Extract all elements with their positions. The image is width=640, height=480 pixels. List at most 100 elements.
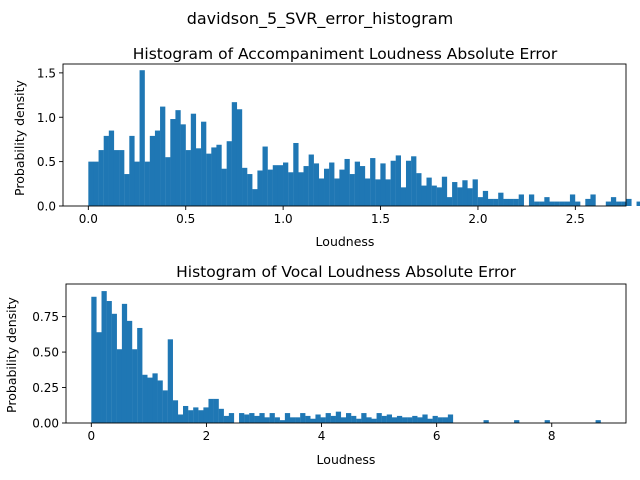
accompaniment-histogram-bar <box>277 165 284 206</box>
accompaniment-histogram-bar <box>149 135 156 206</box>
vocal-histogram-yticks: 0.00 0.25 0.50 0.75 <box>32 310 66 431</box>
accompaniment-histogram-bar <box>247 174 253 206</box>
accompaniment-histogram-bar <box>324 168 330 206</box>
accompaniment-histogram-bar <box>349 174 355 206</box>
vocal-histogram-bar <box>167 339 173 423</box>
accompaniment-histogram-bar <box>421 185 427 206</box>
vocal-histogram-bar <box>116 349 123 423</box>
vocal-histogram-bar <box>157 380 163 423</box>
accompaniment-histogram-bar <box>144 161 150 207</box>
accompaniment-histogram-bar <box>226 141 232 206</box>
accompaniment-histogram-bar <box>416 173 422 206</box>
accompaniment-histogram-xtick-label: 2.5 <box>566 212 585 226</box>
accompaniment-histogram-bar <box>467 188 473 206</box>
accompaniment-histogram-bar <box>354 161 361 207</box>
vocal-histogram-bar <box>386 414 392 423</box>
vocal-histogram-bar <box>295 417 301 423</box>
vocal-histogram-bar <box>376 413 382 423</box>
accompaniment-histogram-bar <box>329 162 335 206</box>
accompaniment-histogram-bar <box>482 190 489 206</box>
accompaniment-histogram-ylabel: Probability density <box>12 79 27 195</box>
figure-suptitle: davidson_5_SVR_error_histogram <box>187 9 454 29</box>
vocal-histogram-xticks: 0 2 4 6 8 <box>88 423 556 443</box>
accompaniment-histogram-xtick-label: 0.0 <box>79 212 98 226</box>
accompaniment-histogram-bar <box>119 150 125 206</box>
vocal-histogram-bar <box>315 414 321 423</box>
vocal-histogram-bar <box>422 414 428 423</box>
vocal-histogram-bar <box>162 390 168 423</box>
accompaniment-histogram-bar <box>236 109 243 206</box>
accompaniment-histogram-ytick-label: 1.5 <box>37 66 56 80</box>
vocal-histogram-bar <box>274 417 280 423</box>
accompaniment-histogram-bar <box>610 197 617 207</box>
accompaniment-histogram-bar <box>93 161 99 207</box>
accompaniment-histogram-bar <box>462 180 468 206</box>
vocal-histogram-bar <box>208 398 214 423</box>
accompaniment-histogram-bar <box>175 110 181 206</box>
vocal-histogram-axes: Histogram of Vocal Loudness Absolute Err… <box>4 263 627 467</box>
accompaniment-histogram-bar <box>160 106 166 206</box>
accompaniment-histogram-bar <box>508 198 514 206</box>
accompaniment-histogram-bar <box>380 163 386 206</box>
accompaniment-histogram-bar <box>206 153 212 206</box>
accompaniment-histogram-bar <box>344 158 350 206</box>
vocal-histogram-xtick-label: 6 <box>433 429 441 443</box>
vocal-histogram-bar <box>121 303 128 423</box>
accompaniment-histogram-bar <box>503 198 509 206</box>
accompaniment-histogram-bar <box>257 170 263 206</box>
accompaniment-histogram-bar <box>528 194 535 206</box>
vocal-histogram-bar <box>371 418 377 423</box>
accompaniment-histogram-bar <box>129 135 135 206</box>
accompaniment-histogram-bar <box>636 201 640 206</box>
vocal-histogram-bar <box>249 413 255 423</box>
vocal-histogram-bar <box>320 417 326 423</box>
accompaniment-histogram-bar <box>426 177 432 206</box>
vocal-histogram-bar <box>396 415 403 423</box>
accompaniment-histogram-bar <box>375 179 381 207</box>
vocal-histogram-bar <box>346 413 352 423</box>
accompaniment-histogram-bar <box>452 182 458 206</box>
vocal-histogram-bar <box>391 417 398 423</box>
vocal-histogram-bar <box>177 414 184 423</box>
accompaniment-histogram-bar <box>134 161 140 207</box>
accompaniment-histogram-bar <box>472 179 478 207</box>
vocal-histogram-bar <box>544 420 550 423</box>
vocal-histogram-bar <box>106 301 112 423</box>
accompaniment-histogram-bar <box>308 154 314 206</box>
vocal-histogram-bar <box>259 413 265 423</box>
accompaniment-histogram-bar <box>395 155 401 206</box>
accompaniment-histogram-bar <box>211 147 217 206</box>
accompaniment-histogram-bar <box>272 165 279 206</box>
accompaniment-histogram-bar <box>113 150 120 206</box>
accompaniment-histogram-bar <box>283 162 289 206</box>
vocal-histogram-bar <box>254 415 260 423</box>
accompaniment-histogram-bar <box>554 201 560 206</box>
accompaniment-histogram-bar <box>411 156 417 206</box>
vocal-histogram-xtick-label: 0 <box>88 429 96 443</box>
vocal-histogram-bar <box>432 415 438 423</box>
accompaniment-histogram-bar <box>170 119 176 206</box>
vocal-histogram-bar <box>132 349 138 423</box>
vocal-histogram-bar <box>188 410 194 423</box>
accompaniment-histogram-bar <box>544 197 550 207</box>
accompaniment-histogram-bar <box>457 187 463 206</box>
vocal-histogram-frame <box>65 283 627 424</box>
accompaniment-histogram-bar <box>477 197 483 207</box>
vocal-histogram-bar <box>147 377 153 423</box>
vocal-histogram-bar <box>244 414 250 423</box>
accompaniment-histogram-bar <box>303 166 309 206</box>
vocal-histogram-bar <box>91 296 97 423</box>
vocal-histogram-bar <box>137 327 143 423</box>
vocal-histogram-xtick-label: 2 <box>203 429 211 443</box>
accompaniment-histogram-bar <box>370 158 376 206</box>
accompaniment-histogram-bar <box>252 189 258 206</box>
accompaniment-histogram-bar <box>626 198 632 206</box>
vocal-histogram-bar <box>437 417 443 423</box>
accompaniment-histogram-bar <box>318 178 325 206</box>
vocal-histogram-bar <box>264 417 270 423</box>
accompaniment-histogram-bar <box>513 198 519 206</box>
accompaniment-histogram-bar <box>288 172 294 206</box>
accompaniment-histogram-title: Histogram of Accompaniment Loudness Abso… <box>133 45 558 63</box>
vocal-histogram-bar <box>361 413 367 423</box>
